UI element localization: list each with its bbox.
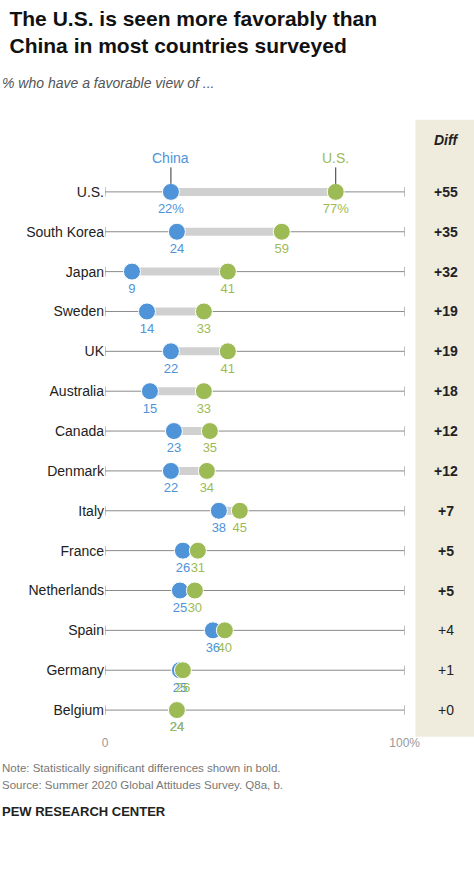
svg-text:38: 38 bbox=[212, 520, 226, 535]
svg-text:15: 15 bbox=[143, 401, 157, 416]
svg-text:+1: +1 bbox=[438, 662, 454, 678]
svg-text:41: 41 bbox=[221, 361, 235, 376]
svg-text:45: 45 bbox=[233, 520, 247, 535]
svg-text:9: 9 bbox=[128, 281, 135, 296]
svg-text:+35: +35 bbox=[434, 224, 458, 240]
svg-text:UK: UK bbox=[85, 343, 105, 359]
svg-text:+12: +12 bbox=[434, 463, 458, 479]
svg-text:26: 26 bbox=[176, 560, 190, 575]
svg-text:Sweden: Sweden bbox=[53, 303, 104, 319]
svg-text:% who have a favorable view of: % who have a favorable view of ... bbox=[2, 75, 214, 91]
svg-text:14: 14 bbox=[140, 321, 154, 336]
svg-text:China: China bbox=[152, 150, 189, 166]
svg-text:25: 25 bbox=[173, 680, 187, 695]
svg-text:France: France bbox=[60, 543, 104, 559]
svg-text:59: 59 bbox=[275, 241, 289, 256]
svg-text:26: 26 bbox=[176, 680, 190, 695]
svg-text:+5: +5 bbox=[438, 583, 454, 599]
svg-text:+5: +5 bbox=[438, 543, 454, 559]
svg-text:Italy: Italy bbox=[78, 503, 104, 519]
svg-text:+7: +7 bbox=[438, 503, 454, 519]
svg-text:36: 36 bbox=[206, 640, 220, 655]
svg-text:Note: Statistically significan: Note: Statistically significant differen… bbox=[2, 762, 281, 774]
svg-text:31: 31 bbox=[191, 560, 205, 575]
svg-text:+18: +18 bbox=[434, 383, 458, 399]
svg-text:35: 35 bbox=[203, 440, 217, 455]
svg-text:33: 33 bbox=[197, 401, 211, 416]
svg-text:0: 0 bbox=[102, 736, 109, 750]
svg-text:25: 25 bbox=[173, 600, 187, 615]
svg-text:+0: +0 bbox=[438, 702, 454, 718]
svg-text:Germany: Germany bbox=[46, 662, 104, 678]
svg-text:U.S.: U.S. bbox=[77, 184, 104, 200]
svg-text:Source: Summer 2020 Global Att: Source: Summer 2020 Global Attitudes Sur… bbox=[2, 779, 283, 791]
svg-text:+12: +12 bbox=[434, 423, 458, 439]
svg-text:Australia: Australia bbox=[50, 383, 105, 399]
svg-text:24: 24 bbox=[170, 241, 184, 256]
svg-text:77%: 77% bbox=[323, 201, 349, 216]
svg-text:24: 24 bbox=[170, 719, 184, 734]
svg-text:+19: +19 bbox=[434, 303, 458, 319]
svg-text:PEW RESEARCH CENTER: PEW RESEARCH CENTER bbox=[2, 804, 166, 819]
svg-text:34: 34 bbox=[200, 480, 214, 495]
svg-text:33: 33 bbox=[197, 321, 211, 336]
svg-text:24: 24 bbox=[170, 719, 184, 734]
svg-text:U.S.: U.S. bbox=[322, 150, 349, 166]
svg-text:Japan: Japan bbox=[66, 264, 104, 280]
svg-text:30: 30 bbox=[188, 600, 202, 615]
svg-text:22: 22 bbox=[164, 480, 178, 495]
svg-text:Spain: Spain bbox=[68, 622, 104, 638]
svg-text:22: 22 bbox=[164, 361, 178, 376]
svg-text:100%: 100% bbox=[389, 736, 420, 750]
svg-text:South Korea: South Korea bbox=[26, 224, 104, 240]
svg-text:The U.S. is seen more favorabl: The U.S. is seen more favorably thanChin… bbox=[9, 7, 377, 57]
svg-text:Denmark: Denmark bbox=[47, 463, 105, 479]
svg-text:22%: 22% bbox=[158, 201, 184, 216]
svg-text:Belgium: Belgium bbox=[53, 702, 104, 718]
svg-text:+4: +4 bbox=[438, 622, 454, 638]
svg-text:Canada: Canada bbox=[55, 423, 104, 439]
svg-text:23: 23 bbox=[167, 440, 181, 455]
svg-text:41: 41 bbox=[221, 281, 235, 296]
svg-text:+32: +32 bbox=[434, 264, 458, 280]
svg-text:40: 40 bbox=[218, 640, 232, 655]
svg-text:+19: +19 bbox=[434, 343, 458, 359]
svg-text:Diff: Diff bbox=[434, 132, 458, 148]
svg-text:Netherlands: Netherlands bbox=[29, 582, 105, 598]
svg-text:+55: +55 bbox=[434, 184, 458, 200]
